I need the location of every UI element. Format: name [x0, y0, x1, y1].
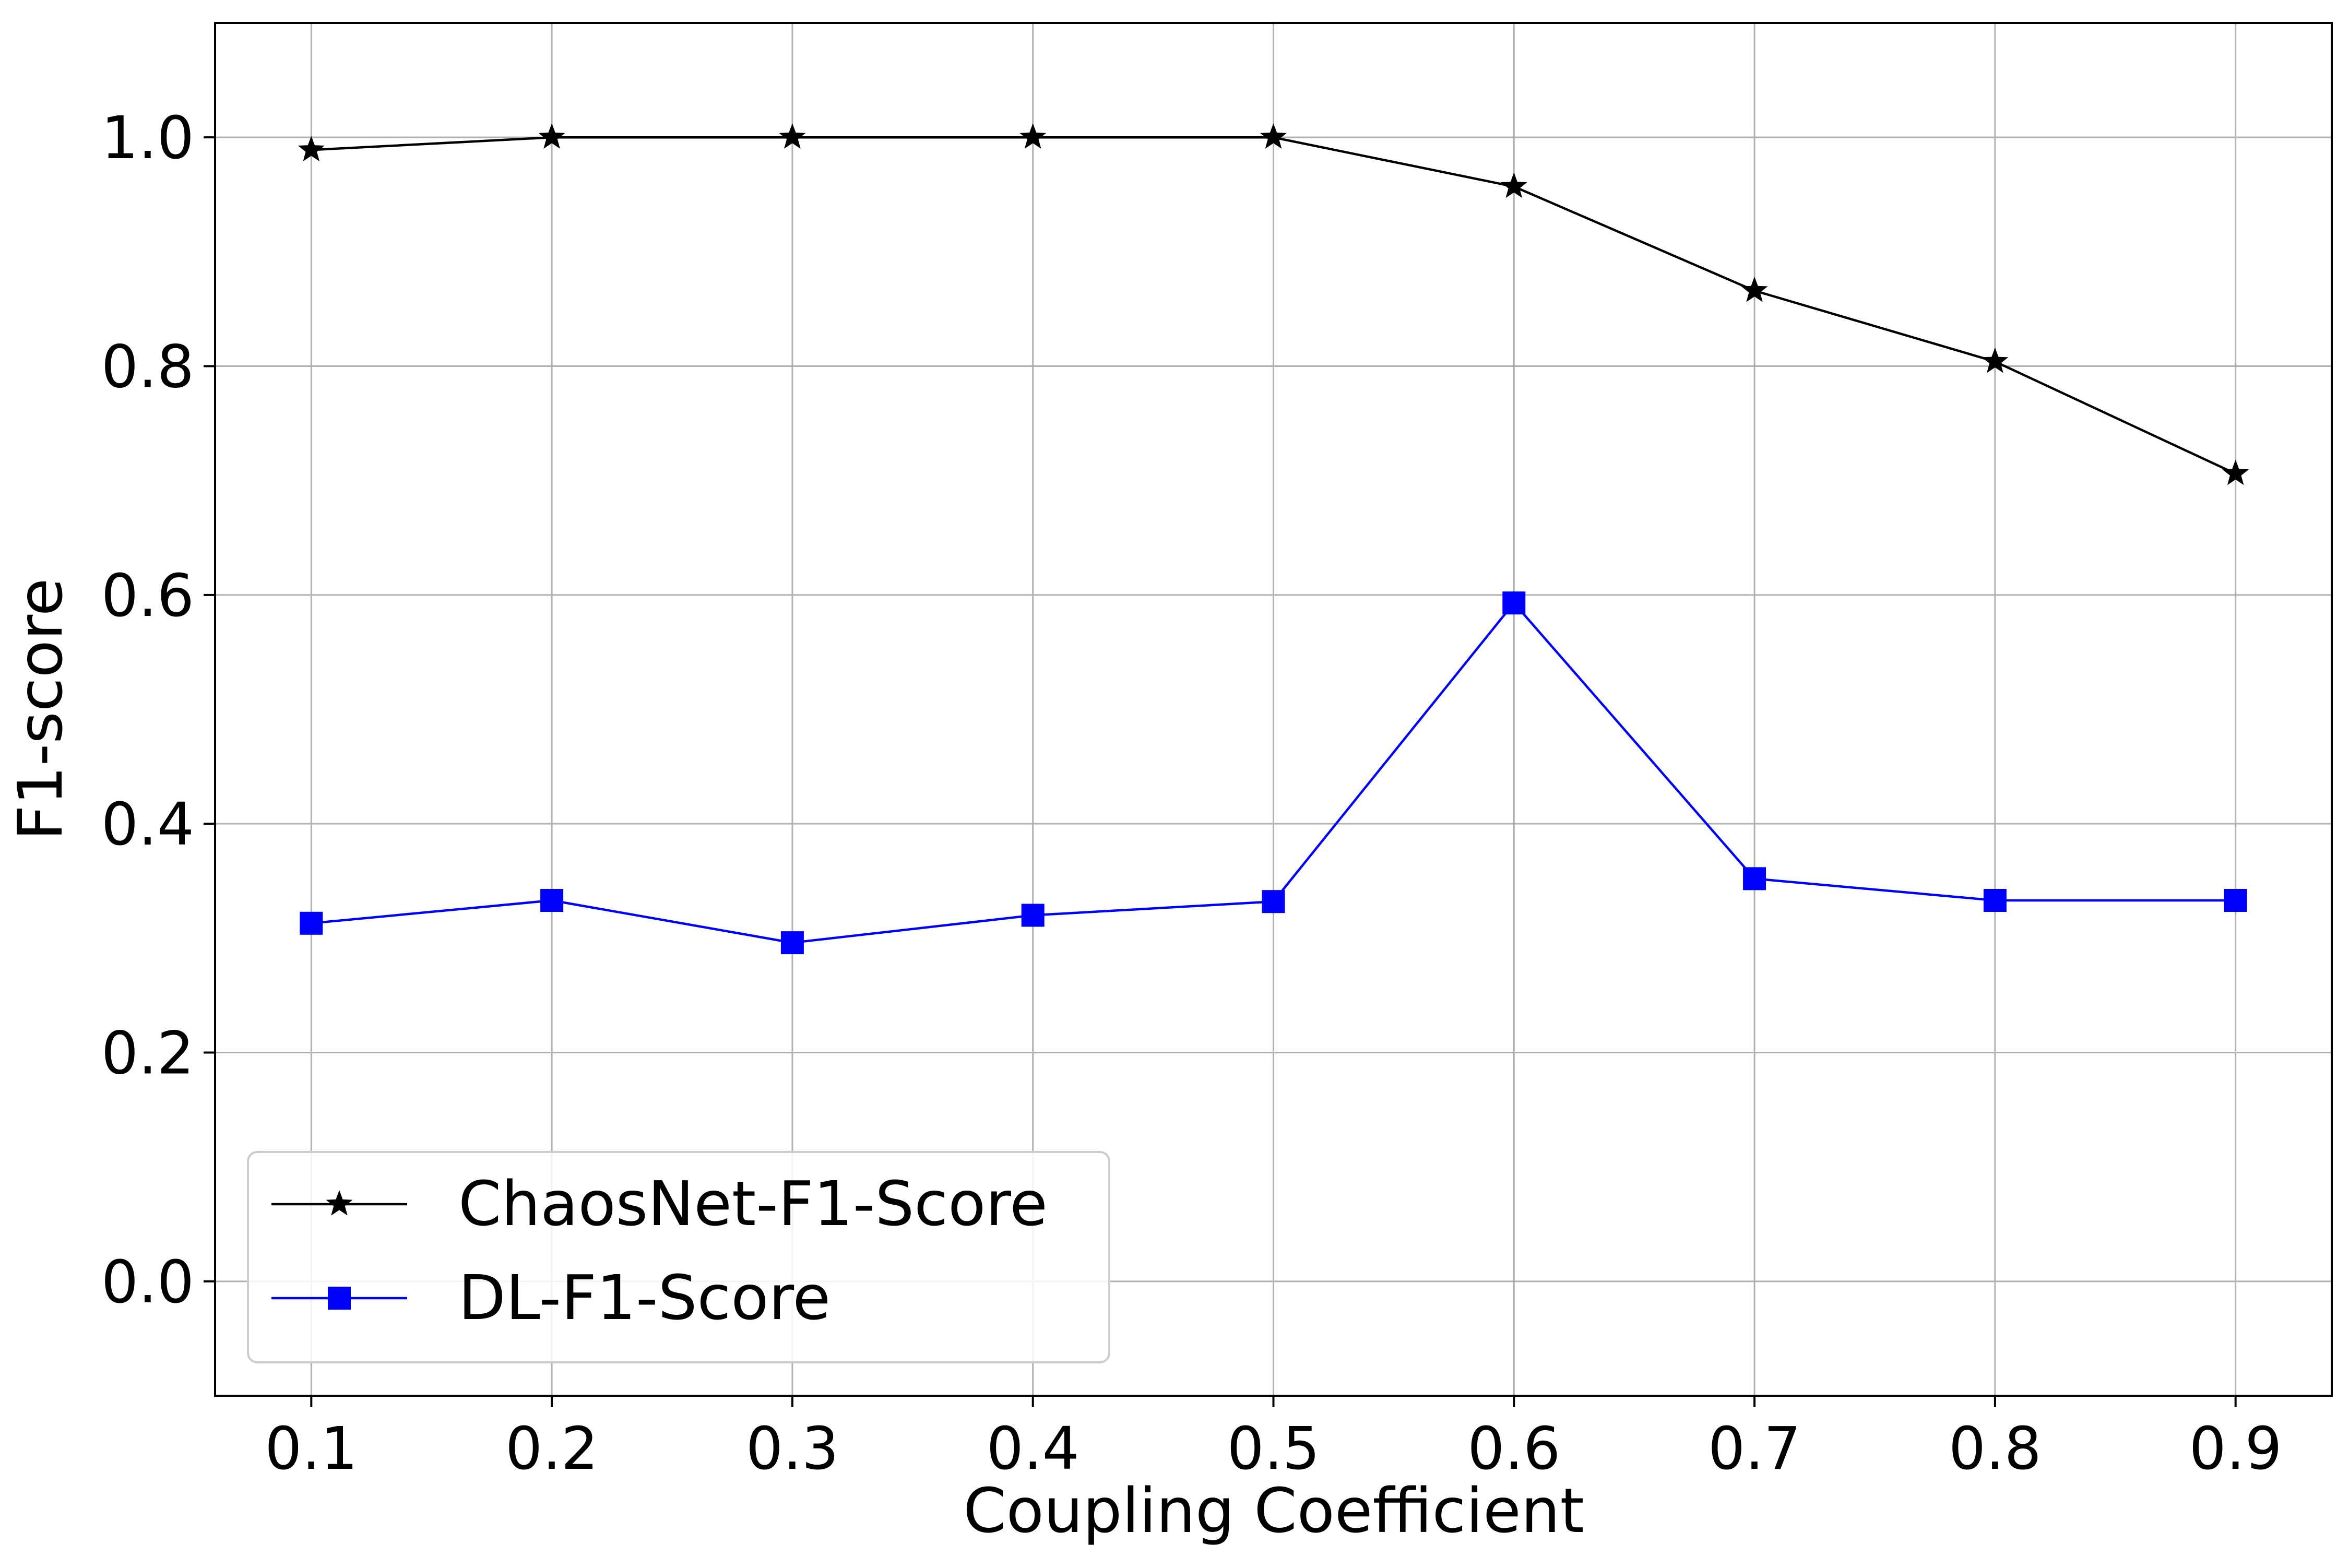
legend-marker-square [328, 1287, 351, 1310]
legend-entries [271, 1190, 407, 1310]
y-tick-label: 0.2 [101, 1020, 194, 1088]
legend-label-chaosnet: ChaosNet-F1-Score [458, 1168, 1048, 1240]
x-tick-label: 0.5 [1227, 1415, 1320, 1483]
y-tick-label: 0.8 [101, 334, 194, 401]
data-point-star [2222, 459, 2249, 485]
x-tick-label: 0.9 [2189, 1415, 2282, 1483]
x-tick-label: 0.1 [265, 1415, 358, 1483]
data-point-square [1262, 890, 1285, 913]
x-tick-label: 0.8 [1949, 1415, 2042, 1483]
y-tick-label: 0.6 [101, 562, 194, 630]
legend-box [247, 1151, 1110, 1363]
data-point-square [540, 889, 564, 912]
data-point-star [1019, 123, 1047, 149]
data-point-square [300, 911, 323, 935]
x-tick-label: 0.4 [987, 1415, 1079, 1483]
series-chaosnet [298, 123, 2249, 485]
legend-marker-star [326, 1190, 353, 1216]
data-point-star [1500, 172, 1527, 198]
data-point-square [2224, 889, 2247, 912]
data-point-square [1502, 591, 1526, 615]
y-axis-label: F1-score [4, 578, 76, 841]
x-tick-label: 0.7 [1708, 1415, 1801, 1483]
data-point-star [298, 136, 325, 162]
data-point-star [1260, 123, 1287, 149]
x-tick-label: 0.2 [505, 1415, 598, 1483]
y-tick-label: 0.0 [101, 1249, 194, 1316]
data-point-square [1743, 867, 1766, 890]
x-tick-label: 0.6 [1467, 1415, 1560, 1483]
y-tick-label: 1.0 [101, 104, 194, 172]
data-point-star [779, 123, 806, 149]
series-layer [298, 123, 2249, 955]
x-tick-label: 0.3 [746, 1415, 839, 1483]
data-point-square [1021, 904, 1045, 927]
data-point-star [538, 123, 565, 149]
data-point-square [780, 931, 804, 955]
ticks: 0.1 0.2 0.3 0.4 0.5 0.6 0.7 0.8 0.9 0.0 0.2 0.4 0.6 0… [101, 104, 2282, 1483]
x-axis-label: Coupling Coefficient [963, 1475, 1584, 1547]
legend: ChaosNet-F1-Score DL-F1-Score [247, 1151, 1110, 1363]
data-point-star [1741, 277, 1768, 302]
data-point-square [1983, 889, 2007, 912]
legend-label-dl: DL-F1-Score [458, 1262, 831, 1334]
y-tick-label: 0.4 [101, 791, 194, 859]
series-dl [300, 591, 2247, 955]
data-point-star [1982, 347, 2009, 373]
